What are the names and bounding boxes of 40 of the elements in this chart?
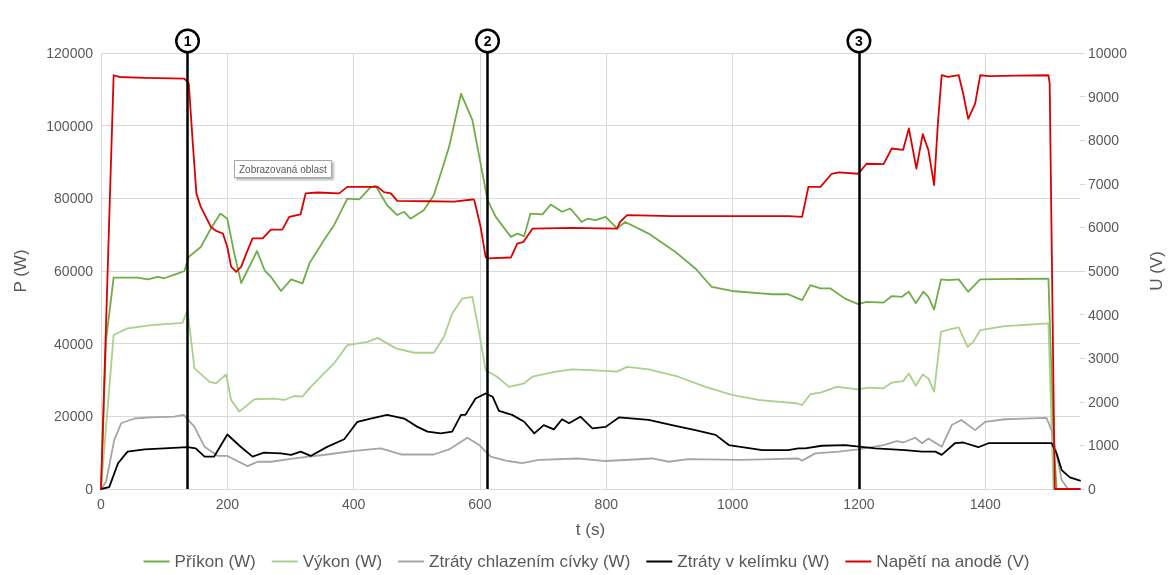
legend-label: Ztráty chlazením cívky (W) <box>429 552 631 571</box>
legend-label: Ztráty v kelímku (W) <box>677 552 830 571</box>
annotation: 2 <box>483 33 492 49</box>
y-tick-label: 100000 <box>46 117 94 134</box>
x-tick-label: 200 <box>215 496 240 512</box>
y2-tick-label: 6000 <box>1088 219 1120 236</box>
y-tick-label: 40000 <box>54 335 94 352</box>
x-tick-label: 1200 <box>843 496 875 512</box>
x-tick-label: 0 <box>97 496 106 512</box>
y-tick-label: 120000 <box>46 45 94 61</box>
legend-label: Příkon (W) <box>174 552 256 571</box>
y-axis-title: P (W) <box>11 249 30 293</box>
legend-label: Výkon (W) <box>302 552 383 571</box>
y2-tick-label: 1000 <box>1088 437 1120 454</box>
y2-tick-label: 0 <box>1088 481 1096 497</box>
line-series <box>100 413 1069 490</box>
x-tick-label: 600 <box>468 496 492 512</box>
x-tick-label: 400 <box>341 496 366 512</box>
y2-tick-label: 7000 <box>1088 175 1120 192</box>
y2-tick-label: 3000 <box>1088 350 1120 367</box>
annotation: Zobrazovaná oblast <box>239 163 328 175</box>
y-tick-label: 0 <box>85 481 94 497</box>
y2-tick-label: 8000 <box>1088 132 1120 149</box>
x-axis-title: t (s) <box>575 520 606 539</box>
y-tick-label: 80000 <box>54 190 94 207</box>
annotation: 1 <box>183 33 192 49</box>
annotation: 3 <box>855 33 864 49</box>
y-tick-label: 20000 <box>54 408 94 425</box>
x-tick-label: 800 <box>594 496 619 512</box>
line-series <box>100 295 1055 490</box>
y2-tick-label: 2000 <box>1088 393 1120 410</box>
y2-tick-label: 9000 <box>1088 88 1120 105</box>
x-tick-label: 1400 <box>969 496 1002 512</box>
y2-axis-title: U (V) <box>1147 251 1166 291</box>
x-tick-label: 1000 <box>717 496 749 512</box>
y2-tick-label: 5000 <box>1088 263 1120 279</box>
y2-tick-label: 10000 <box>1088 45 1128 61</box>
legend-label: Napětí na anodě (V) <box>876 552 1030 571</box>
y-tick-label: 60000 <box>54 263 94 279</box>
y2-tick-label: 4000 <box>1088 306 1120 323</box>
